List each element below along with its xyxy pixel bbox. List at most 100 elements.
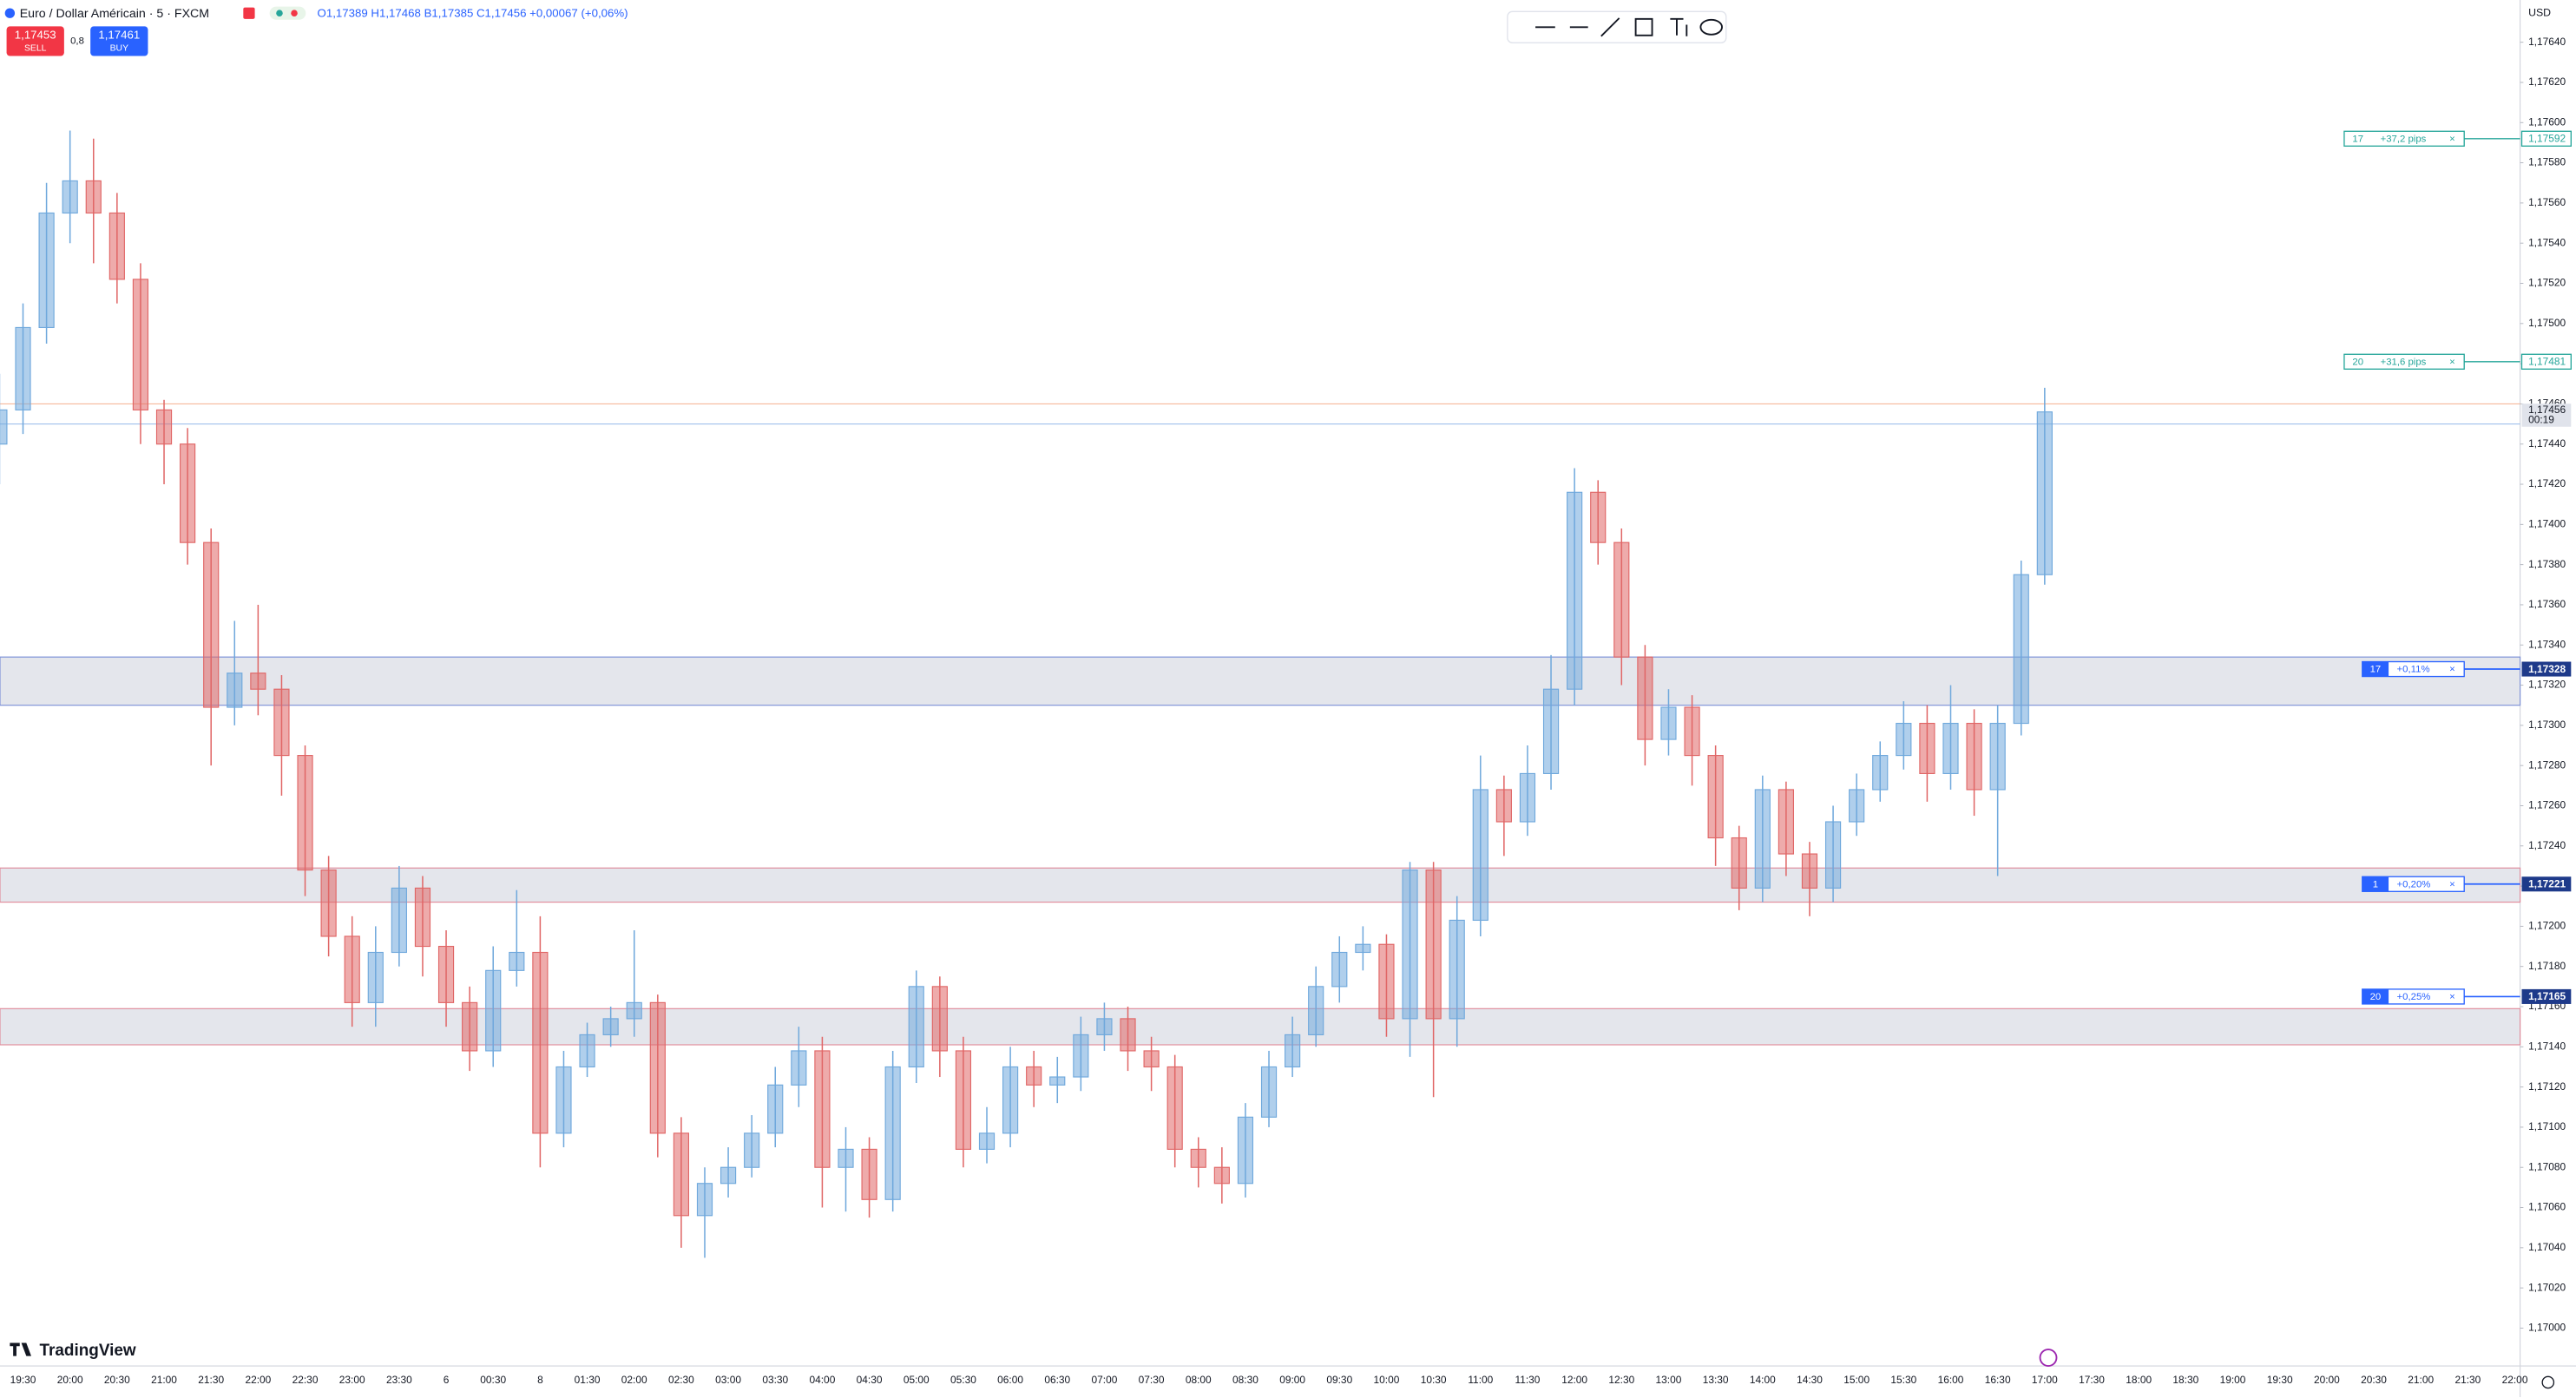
candle-body	[1166, 1066, 1183, 1150]
candle-body	[1660, 706, 1677, 740]
candle-body	[1355, 943, 1371, 954]
candle-body	[1590, 491, 1607, 543]
position-qty: 20	[2352, 357, 2363, 367]
candle-body	[1966, 722, 1982, 791]
candle-body	[649, 1001, 666, 1134]
position-price-tag	[2520, 353, 2572, 370]
tool-ellipse[interactable]	[1699, 18, 1723, 36]
position-box	[2343, 353, 2465, 370]
zone	[0, 1007, 2521, 1046]
candle-body	[462, 1001, 478, 1052]
candle-body	[132, 279, 149, 410]
candle-body	[1120, 1018, 1136, 1052]
y-tick-label: 1,17180	[2528, 960, 2566, 972]
candle-body	[1190, 1148, 1206, 1168]
replay-icon[interactable]	[2039, 1349, 2058, 1367]
candle-body	[579, 1034, 595, 1068]
settings-icon[interactable]	[2541, 1375, 2555, 1389]
candle-body	[1096, 1018, 1113, 1035]
x-tick-label: 02:00	[621, 1374, 647, 1386]
candle-body	[861, 1148, 877, 1200]
tool-text[interactable]	[1670, 17, 1688, 36]
x-tick-label: 19:30	[10, 1374, 36, 1386]
candle-body	[1331, 951, 1348, 988]
x-tick-label: 23:30	[386, 1374, 412, 1386]
y-tick-label: 1,17500	[2528, 317, 2566, 329]
last-price: 1,17456	[2528, 404, 2566, 416]
x-tick-label: 18:30	[2172, 1374, 2198, 1386]
sell-button[interactable]	[6, 26, 64, 56]
candle-body	[838, 1148, 854, 1168]
candle-body	[1285, 1034, 1301, 1068]
order-close: ×	[2449, 992, 2455, 1002]
x-tick-label: 14:30	[1797, 1374, 1823, 1386]
x-tick-label: 21:30	[2454, 1374, 2481, 1386]
candle-body	[509, 951, 525, 971]
candle-body	[720, 1166, 737, 1185]
currency: USD	[2528, 6, 2551, 18]
candle-body	[1801, 853, 1818, 889]
candle-body	[1495, 789, 1512, 823]
candle-body	[1849, 789, 1865, 823]
position-close: ×	[2449, 357, 2455, 367]
y-tick-label: 1,17580	[2528, 156, 2566, 168]
candle-body	[767, 1084, 784, 1134]
candle-body	[203, 541, 220, 708]
y-tick-label: 1,17000	[2528, 1322, 2566, 1334]
candle-body	[320, 869, 337, 937]
candle-body	[602, 1018, 619, 1035]
position-close: ×	[2449, 134, 2455, 144]
tool-rectangle[interactable]	[1634, 17, 1653, 36]
x-tick-label: 04:00	[809, 1374, 835, 1386]
order-qty-box	[2362, 988, 2389, 1004]
x-tick-label: 17:00	[2032, 1374, 2058, 1386]
candle-body	[1308, 986, 1324, 1035]
candle-body	[532, 951, 549, 1134]
candle-body	[1002, 1066, 1019, 1134]
x-tick-label: 10:30	[1421, 1374, 1447, 1386]
x-tick-label: 19:00	[2220, 1374, 2246, 1386]
y-tick-label: 1,17060	[2528, 1201, 2566, 1213]
candle-body	[1942, 722, 1959, 774]
candle-body	[1237, 1116, 1254, 1185]
status-dot	[291, 10, 298, 16]
candle-body	[250, 673, 266, 690]
candle-body	[673, 1132, 689, 1217]
x-tick-label: 20:30	[104, 1374, 130, 1386]
y-tick-label: 1,17100	[2528, 1120, 2566, 1132]
candle-body	[297, 755, 313, 871]
y-tick-label: 1,17200	[2528, 920, 2566, 932]
order-close: ×	[2449, 879, 2455, 889]
candle-body	[791, 1050, 807, 1086]
x-tick-label: 04:30	[857, 1374, 883, 1386]
candle-body	[1143, 1050, 1160, 1068]
candle-body	[155, 409, 173, 445]
x-tick-label: 16:30	[1985, 1374, 2011, 1386]
symbol-title: Euro / Dollar Américain · 5 · FXCM	[20, 7, 209, 21]
status-toggle[interactable]	[269, 6, 306, 20]
x-tick-label: 16:00	[1938, 1374, 1964, 1386]
candle-body	[1073, 1034, 1089, 1078]
order-pnl: +0,11%	[2397, 665, 2430, 675]
x-tick-label: 12:30	[1608, 1374, 1634, 1386]
candle-body	[273, 688, 290, 757]
candle-body	[38, 212, 55, 329]
candle-body	[814, 1050, 831, 1168]
y-tick-label: 1,17320	[2528, 679, 2566, 691]
buy-button[interactable]	[90, 26, 148, 56]
y-tick-label: 1,17260	[2528, 799, 2566, 811]
position-price: 1,17481	[2528, 356, 2566, 368]
tool-trend-line[interactable]	[1600, 17, 1620, 37]
candle-body	[2013, 574, 2029, 725]
x-tick-label: 17:30	[2079, 1374, 2105, 1386]
countdown: 00:19	[2528, 413, 2554, 425]
y-tick-label: 1,17600	[2528, 115, 2566, 128]
x-tick-label: 13:00	[1656, 1374, 1682, 1386]
candle-body	[1872, 755, 1889, 791]
candle-body	[1213, 1166, 1230, 1185]
order-pnl: +0,25%	[2397, 992, 2431, 1002]
candle-body	[884, 1066, 901, 1200]
candle-body	[0, 409, 8, 445]
position-qty: 17	[2352, 134, 2363, 144]
candle-body	[227, 673, 243, 708]
